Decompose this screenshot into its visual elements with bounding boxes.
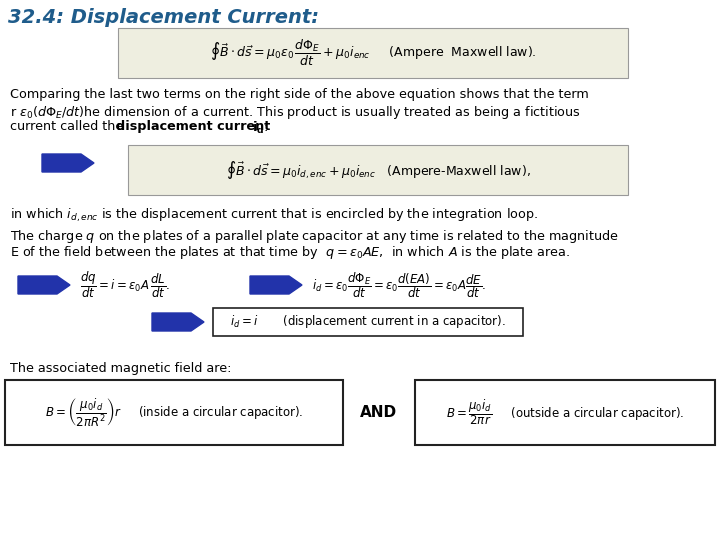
Text: The charge $q$ on the plates of a parallel plate capacitor at any time is relate: The charge $q$ on the plates of a parall…	[10, 228, 618, 245]
Text: Comparing the last two terms on the right side of the above equation shows that : Comparing the last two terms on the righ…	[10, 88, 589, 101]
Text: displacement current: displacement current	[116, 120, 275, 133]
Text: AND: AND	[359, 405, 397, 420]
Text: $\oint \vec{B} \cdot d\vec{s} = \mu_0\varepsilon_0\,\dfrac{d\Phi_{E}}{dt} + \mu_: $\oint \vec{B} \cdot d\vec{s} = \mu_0\va…	[210, 38, 536, 68]
Text: $B = \dfrac{\mu_0 i_d}{2\pi r}$     (outside a circular capacitor).: $B = \dfrac{\mu_0 i_d}{2\pi r}$ (outside…	[446, 397, 684, 427]
Bar	[118, 28, 628, 78]
Bar	[213, 308, 523, 336]
Text: $i_d = i$       (displacement current in a capacitor).: $i_d = i$ (displacement current in a cap…	[230, 314, 506, 330]
Text: $i_d = \varepsilon_0\dfrac{d\Phi_E}{dt} = \varepsilon_0\dfrac{d(EA)}{dt} = \vare: $i_d = \varepsilon_0\dfrac{d\Phi_E}{dt} …	[312, 270, 486, 300]
FancyArrow shape	[250, 276, 302, 294]
Text: $\mathbf{i_d}$:: $\mathbf{i_d}$:	[252, 120, 269, 136]
Bar	[128, 145, 628, 195]
FancyArrow shape	[42, 154, 94, 172]
Text: $\dfrac{dq}{dt} = i = \varepsilon_0 A\,\dfrac{dL}{dt}$.: $\dfrac{dq}{dt} = i = \varepsilon_0 A\,\…	[80, 269, 171, 300]
Text: 32.4: Displacement Current:: 32.4: Displacement Current:	[8, 8, 319, 27]
FancyArrow shape	[152, 313, 204, 331]
Text: current called the: current called the	[10, 120, 127, 133]
Text: The associated magnetic field are:: The associated magnetic field are:	[10, 362, 232, 375]
Text: $B = \left(\dfrac{\mu_0 i_d}{2\pi R^2}\right)r$     (inside a circular capacitor: $B = \left(\dfrac{\mu_0 i_d}{2\pi R^2}\r…	[45, 396, 303, 429]
FancyArrow shape	[18, 276, 70, 294]
Text: $\oint \vec{B} \cdot d\vec{s} = \mu_0 i_{d,enc} + \mu_0 i_{enc}$   (Ampere-Maxwe: $\oint \vec{B} \cdot d\vec{s} = \mu_0 i_…	[225, 159, 531, 181]
Text: in which $i_{d,enc}$ is the displacement current that is encircled by the integr: in which $i_{d,enc}$ is the displacement…	[10, 207, 538, 224]
Text: E of the field between the plates at that time by  $q = \varepsilon_0 AE$,  in w: E of the field between the plates at tha…	[10, 244, 570, 261]
Bar	[5, 380, 343, 445]
Text: r $\varepsilon_0(d\Phi_E/dt)$he dimension of a current. This product is usually : r $\varepsilon_0(d\Phi_E/dt)$he dimensio…	[10, 104, 581, 121]
Bar	[415, 380, 715, 445]
